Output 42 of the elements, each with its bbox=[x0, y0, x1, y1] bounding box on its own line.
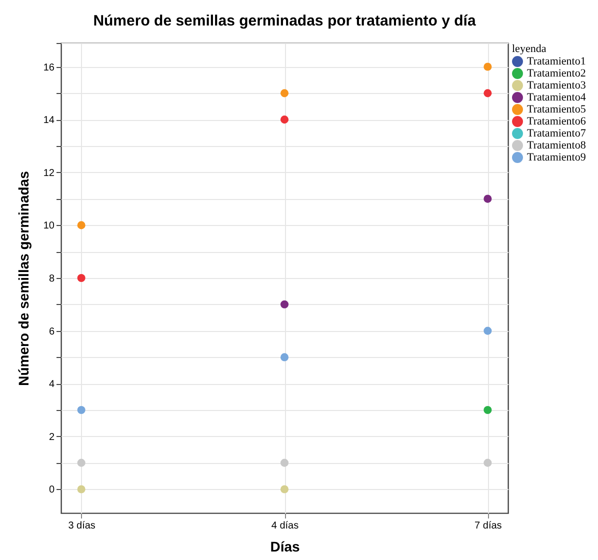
point bbox=[280, 353, 289, 362]
y-tick-label: 0 bbox=[48, 484, 55, 496]
y-tick-label: 16 bbox=[43, 62, 55, 74]
x-tick-label: 3 días bbox=[68, 520, 96, 532]
point bbox=[280, 116, 289, 124]
x-axis-title: Días bbox=[270, 538, 300, 554]
point bbox=[280, 485, 289, 494]
legend-label: Tratamiento3 bbox=[527, 80, 586, 92]
point bbox=[77, 406, 86, 414]
point bbox=[484, 89, 492, 98]
point bbox=[77, 274, 86, 282]
legend-label: Tratamiento4 bbox=[527, 92, 586, 104]
y-tick-label: 8 bbox=[48, 274, 55, 284]
x-tick-label: 4 días bbox=[271, 520, 299, 532]
point bbox=[484, 326, 492, 335]
y-tick-label: 2 bbox=[48, 432, 55, 443]
legend-label: Tratamiento5 bbox=[527, 104, 586, 116]
legend-label: Tratamiento6 bbox=[527, 116, 586, 128]
point bbox=[280, 300, 289, 308]
y-tick-label: 12 bbox=[43, 168, 55, 179]
y-tick-label: 14 bbox=[43, 115, 55, 126]
y-tick-label: 4 bbox=[48, 379, 55, 390]
y-tick-label: 6 bbox=[48, 326, 55, 338]
y-axis-title: Número de semillas germinadas bbox=[15, 170, 32, 386]
point bbox=[484, 194, 492, 203]
legend-label: Tratamiento9 bbox=[527, 152, 586, 164]
point bbox=[280, 458, 289, 467]
point bbox=[484, 458, 492, 467]
legend-title: leyenda bbox=[512, 43, 546, 55]
y-tick-label: 10 bbox=[43, 220, 55, 232]
point bbox=[77, 458, 86, 467]
point bbox=[77, 221, 86, 230]
point bbox=[77, 485, 86, 494]
legend-label: Tratamiento7 bbox=[527, 128, 586, 140]
point bbox=[280, 89, 289, 98]
point bbox=[484, 406, 492, 414]
chart-title: Número de semillas germinadas por tratamiento y día bbox=[93, 12, 476, 30]
legend-label: Tratamiento8 bbox=[527, 140, 586, 152]
legend-label: Tratamiento2 bbox=[527, 68, 586, 80]
legend-label: Tratamiento1 bbox=[527, 56, 586, 68]
x-tick-label: 7 días bbox=[474, 520, 502, 532]
point bbox=[484, 62, 492, 71]
